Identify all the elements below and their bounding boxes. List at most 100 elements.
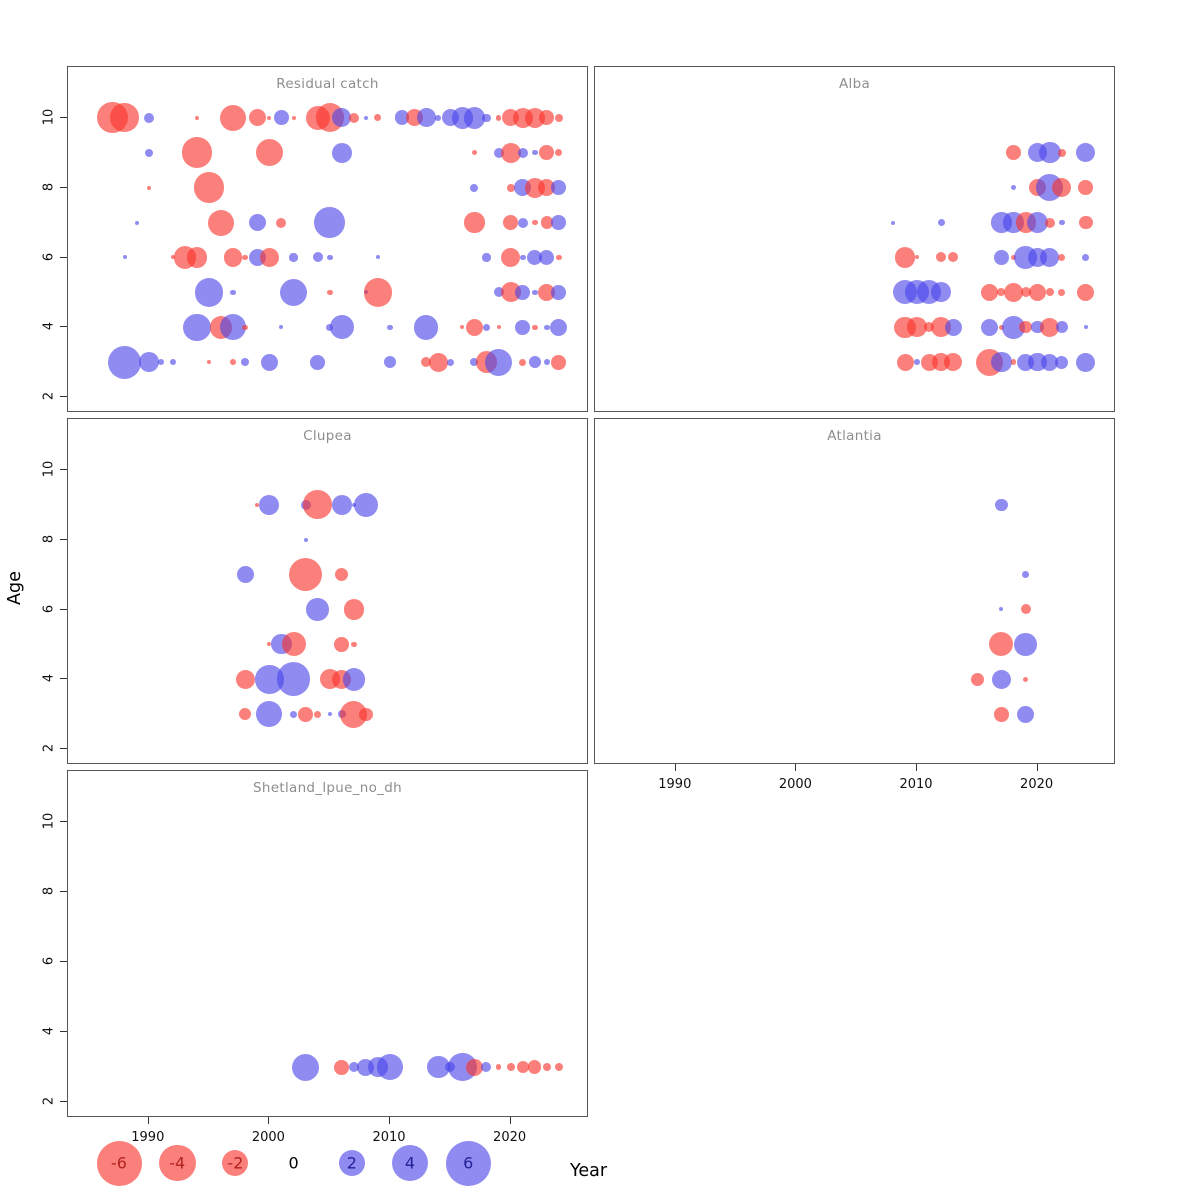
bubble (416, 108, 436, 128)
bubble (914, 255, 919, 260)
bubble (503, 215, 518, 230)
bubble (482, 323, 490, 331)
bubble (493, 147, 504, 158)
bubble (1040, 247, 1060, 268)
bubble (343, 599, 364, 620)
y-axis-tick-label: 6 (41, 252, 57, 261)
y-axis-tick (60, 608, 67, 610)
bubble (348, 1062, 359, 1073)
y-axis-tick (60, 468, 67, 470)
legend-bubble (222, 1150, 249, 1176)
bubble (1040, 317, 1060, 337)
legend-value-label: -6 (111, 1153, 127, 1173)
legend-bubble (445, 1140, 491, 1186)
bubble (542, 1063, 551, 1072)
bubble (948, 252, 959, 263)
bubble (194, 278, 224, 307)
panel-title: Atlantia (827, 428, 882, 444)
bubble (470, 183, 479, 192)
bubble (146, 185, 151, 190)
y-axis-tick-label: 4 (41, 322, 57, 331)
bubble (255, 502, 260, 507)
panel-title: Residual catch (276, 76, 379, 92)
bubble (1020, 604, 1031, 615)
bubble (220, 314, 247, 341)
y-axis-tick (60, 116, 67, 118)
legend-value-label: 0 (288, 1153, 299, 1173)
bubble (517, 217, 528, 228)
bubble (207, 360, 212, 365)
bubble (980, 318, 998, 336)
bubble (527, 1060, 542, 1074)
bubble (995, 498, 1008, 511)
bubble (894, 247, 916, 268)
bubble (531, 149, 538, 156)
bubble (267, 642, 272, 647)
bubble (517, 147, 528, 158)
bubble (896, 353, 914, 371)
bubble (1076, 143, 1096, 163)
bubble (550, 318, 568, 336)
bubble (242, 324, 249, 331)
y-axis-tick-label: 4 (41, 674, 57, 683)
bubble (334, 567, 349, 582)
bubble (242, 254, 249, 261)
bubble (519, 254, 526, 261)
bubble (312, 252, 323, 263)
bubble (551, 354, 567, 370)
bubble (208, 209, 235, 236)
bubble (435, 114, 442, 121)
bubble (1079, 215, 1093, 230)
bubble (327, 712, 332, 717)
bubble (230, 359, 237, 366)
bubble (110, 103, 139, 132)
bubble (260, 353, 278, 371)
bubble (1038, 141, 1061, 164)
x-axis-label: Year (570, 1161, 608, 1181)
bubble (1010, 184, 1017, 191)
bubble (493, 287, 504, 298)
x-axis-tick-label: 1990 (658, 777, 692, 792)
bubble (463, 106, 486, 129)
y-axis-tick (60, 186, 67, 188)
bubble (170, 359, 176, 366)
bubble (331, 142, 352, 163)
y-axis-tick (60, 748, 67, 750)
bubble (554, 113, 563, 122)
y-axis-tick-label: 8 (41, 534, 57, 543)
panel-title: Shetland_lpue_no_dh (253, 780, 402, 796)
bubble (465, 1058, 483, 1076)
bubble (516, 1061, 529, 1074)
bubble (506, 183, 515, 192)
bubble (1029, 283, 1047, 301)
bubble (1076, 352, 1096, 372)
bubble (1044, 217, 1055, 228)
bubble (353, 492, 378, 517)
bubble (359, 707, 373, 722)
bubble (481, 1062, 492, 1073)
y-axis-tick-label: 6 (41, 604, 57, 613)
bubble (540, 216, 553, 229)
legend-value-label: 6 (463, 1153, 474, 1173)
y-axis-tick (60, 538, 67, 540)
bubble (944, 318, 962, 336)
panel-shetland-lpue-no-dh: Shetland_lpue_no_dh (67, 770, 588, 1117)
bubble (298, 706, 313, 722)
bubble (994, 250, 1009, 265)
bubble (1026, 211, 1049, 234)
x-axis-tick (795, 764, 797, 771)
bubble (267, 115, 272, 120)
bubble (331, 494, 352, 515)
legend-value-label: 2 (346, 1153, 357, 1173)
bubble (375, 255, 380, 260)
bubble (1082, 253, 1090, 261)
bubble (279, 325, 284, 330)
bubble (937, 219, 945, 227)
bubble (1010, 254, 1017, 261)
bubble (555, 254, 562, 261)
bubble (306, 598, 329, 621)
y-axis-tick-label: 6 (41, 956, 57, 966)
x-axis-tick-label: 2000 (251, 1130, 285, 1145)
bubble (471, 149, 478, 156)
bubble (482, 253, 491, 262)
